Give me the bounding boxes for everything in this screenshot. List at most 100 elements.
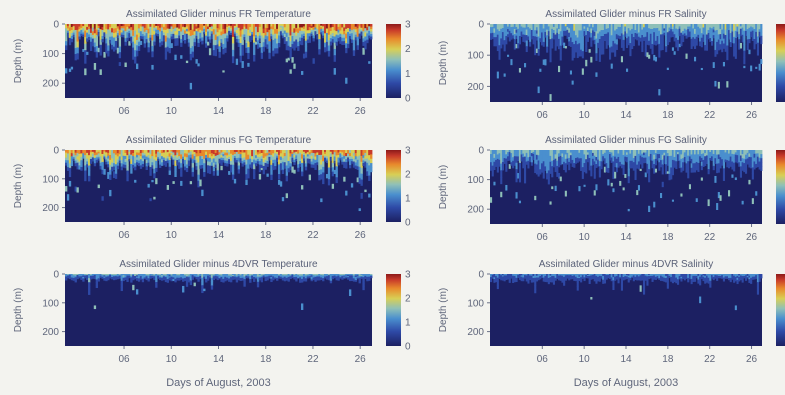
heatmap-cell xyxy=(201,150,204,154)
heatmap-cell xyxy=(214,45,217,51)
heatmap-cell xyxy=(218,158,221,162)
heatmap-cell xyxy=(101,24,104,28)
heatmap-cell xyxy=(327,40,331,46)
heatmap-cell xyxy=(331,162,335,168)
heatmap-cell xyxy=(141,161,145,165)
heatmap-cell xyxy=(66,167,70,171)
heatmap-cell xyxy=(245,169,248,175)
heatmap-cell xyxy=(690,158,693,164)
heatmap-cell xyxy=(254,24,258,28)
heatmap-cell xyxy=(665,164,668,170)
heatmap-cell xyxy=(339,276,342,278)
heatmap-cell xyxy=(299,30,302,35)
heatmap-cell xyxy=(237,276,241,278)
heatmap-cell xyxy=(644,155,647,158)
heatmap-cell xyxy=(270,36,273,40)
heatmap-cell xyxy=(561,274,564,277)
heatmap-cell xyxy=(84,37,87,45)
heatmap-cell xyxy=(607,36,610,42)
heatmap-cells xyxy=(65,150,373,212)
heatmap-cell xyxy=(86,275,89,277)
heatmap-cell xyxy=(368,35,371,39)
heatmap-cell xyxy=(174,34,177,39)
heatmap-cell xyxy=(324,157,327,160)
heatmap-cell xyxy=(197,42,200,48)
heatmap-cell xyxy=(239,36,242,44)
heatmap-cell xyxy=(233,153,237,157)
heatmap-cell xyxy=(636,157,639,162)
heatmap-cell xyxy=(637,185,640,191)
heatmap-cell xyxy=(82,279,85,282)
heatmap-cell xyxy=(205,27,208,33)
heatmap-cell xyxy=(65,162,68,166)
heatmap-cell xyxy=(260,150,264,154)
heatmap-cell xyxy=(105,275,108,278)
heatmap-cell xyxy=(197,150,200,157)
heatmap-cell xyxy=(660,160,663,164)
heatmap-cell xyxy=(345,38,348,44)
heatmap-cell xyxy=(370,167,373,173)
heatmap-cell xyxy=(231,275,235,277)
heatmap-cell xyxy=(496,45,499,52)
heatmap-cell xyxy=(105,278,108,280)
heatmap-cell xyxy=(166,277,170,280)
heatmap-cell xyxy=(356,276,359,278)
heatmap-cell xyxy=(493,41,496,47)
heatmap-cell xyxy=(665,159,668,165)
heatmap-cell xyxy=(702,159,705,164)
heatmap-cell xyxy=(74,277,77,280)
heatmap-cell xyxy=(212,44,216,51)
heatmap-cell xyxy=(542,59,545,65)
heatmap-cell xyxy=(68,180,72,187)
heatmap-cell xyxy=(276,159,279,162)
y-tick-label: 0 xyxy=(478,146,484,157)
heatmap-cell xyxy=(695,24,698,29)
heatmap-cell xyxy=(546,155,549,162)
heatmap-cell xyxy=(661,34,664,40)
heatmap-cell xyxy=(95,40,99,47)
heatmap-cell xyxy=(597,159,600,164)
heatmap-cell xyxy=(183,30,187,34)
heatmap-cell xyxy=(320,154,323,161)
heatmap-cell xyxy=(183,153,187,158)
heatmap-cell xyxy=(333,276,336,278)
heatmap-cell xyxy=(600,157,603,162)
heatmap-cell xyxy=(226,277,229,280)
heatmap-cell xyxy=(358,166,361,173)
heatmap-cell xyxy=(648,150,651,157)
heatmap-cell xyxy=(585,40,588,47)
heatmap-cell xyxy=(651,28,654,35)
heatmap-cell xyxy=(665,35,668,42)
heatmap-cell xyxy=(653,163,656,170)
heatmap-cell xyxy=(283,37,287,41)
heatmap-cell xyxy=(151,150,154,154)
heatmap-cell xyxy=(82,150,85,153)
heatmap-cell xyxy=(624,158,627,162)
heatmap-cell xyxy=(126,280,129,283)
heatmap-cell xyxy=(559,276,562,279)
heatmap-cell xyxy=(105,279,108,282)
heatmap-cell xyxy=(597,156,600,161)
heatmap-cell xyxy=(530,277,533,280)
heatmap-cell xyxy=(274,38,277,44)
heatmap-cell xyxy=(203,163,206,169)
heatmap-cell xyxy=(605,33,608,40)
heatmap-cell xyxy=(116,47,120,54)
heatmap-cell xyxy=(93,276,97,279)
heatmap-cell xyxy=(614,276,617,279)
heatmap-cell xyxy=(135,157,139,161)
heatmap-cell xyxy=(588,154,591,159)
heatmap-cell xyxy=(147,155,150,159)
heatmap-cell xyxy=(738,34,741,40)
heatmap-cell xyxy=(493,150,496,155)
heatmap-cell xyxy=(714,80,717,87)
heatmap-cell xyxy=(134,153,137,158)
heatmap-cell xyxy=(339,274,342,276)
heatmap-cell xyxy=(622,169,625,175)
heatmap-cell xyxy=(220,27,223,32)
heatmap-cell xyxy=(520,26,523,30)
heatmap-cell xyxy=(231,277,235,279)
heatmap-cell xyxy=(245,276,248,279)
heatmap-cell xyxy=(656,150,659,153)
heatmap-cell xyxy=(748,39,751,44)
